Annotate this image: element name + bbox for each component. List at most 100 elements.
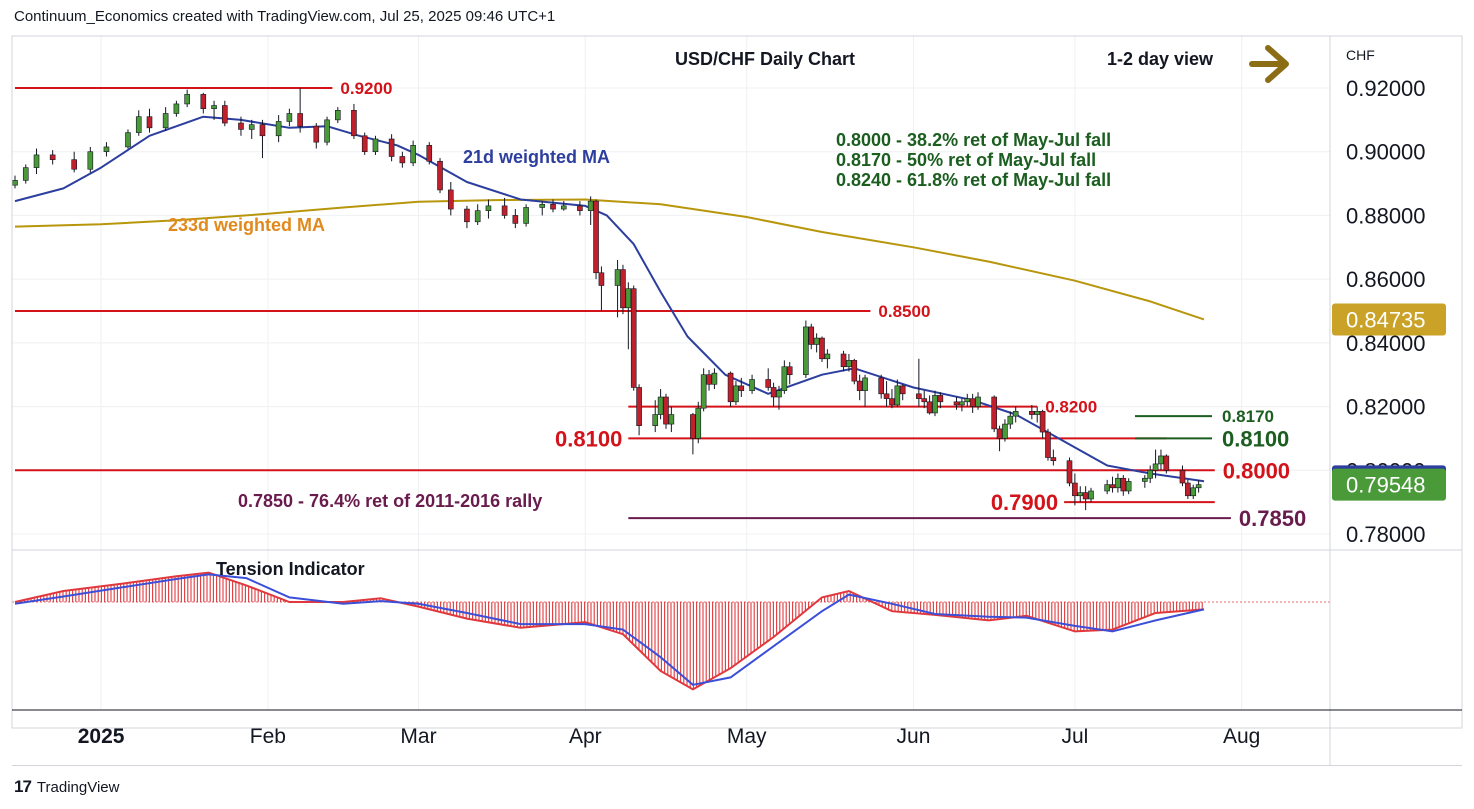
candle [636, 384, 642, 436]
candle [1088, 487, 1094, 503]
candle-body [1029, 411, 1035, 415]
candle [663, 393, 669, 429]
candle-body [1088, 490, 1094, 500]
candle [889, 389, 895, 409]
candle [964, 393, 971, 407]
candle [1109, 476, 1116, 493]
candle-body [87, 151, 94, 170]
chart-credit: Continuum_Economics created with Trading… [14, 8, 556, 25]
candle-body [840, 353, 847, 368]
candle [657, 389, 664, 420]
candle [824, 349, 831, 369]
candle [135, 110, 142, 136]
candle [275, 115, 282, 143]
candle-body [916, 393, 922, 399]
candle-body [959, 401, 965, 406]
candle-body [1002, 423, 1008, 439]
candle [706, 369, 712, 391]
candle [937, 392, 944, 409]
candle [894, 379, 901, 407]
candle-body [1185, 482, 1191, 497]
candle-body [749, 379, 755, 391]
candle-body [399, 156, 406, 164]
level-label: 0.7900 [991, 490, 1058, 515]
candle-body [770, 387, 777, 398]
candle-body [786, 366, 793, 376]
candle-body [12, 180, 18, 186]
candle [1115, 473, 1121, 493]
candle [1152, 449, 1159, 479]
candle [577, 201, 583, 216]
fib-annotation-1: 0.8000 - 38.2% ret of May-Jul fall [836, 130, 1111, 150]
candle [560, 201, 567, 211]
candle-body [146, 116, 153, 129]
candle [620, 264, 626, 315]
candle [372, 135, 379, 155]
candle-body [464, 208, 470, 223]
candle [840, 350, 847, 372]
candle-body [1077, 492, 1084, 497]
candle [593, 199, 599, 280]
candle [125, 129, 131, 149]
price-badge: 0.79548 [1332, 468, 1446, 501]
candle [765, 368, 772, 391]
candle [808, 323, 815, 350]
candle [426, 142, 433, 165]
candle [953, 397, 960, 410]
candle-body [706, 374, 712, 385]
candle-body [657, 396, 664, 415]
candle [819, 336, 825, 362]
candle [921, 390, 928, 409]
candle [1185, 479, 1191, 499]
candle [361, 132, 368, 155]
y-tick-label: 0.92000 [1346, 76, 1426, 101]
candle [1029, 404, 1035, 420]
tension-indicator-label: Tension Indicator [216, 559, 365, 579]
tradingview-logo-text: TradingView [36, 778, 120, 796]
candle [690, 412, 696, 455]
candle [1104, 479, 1110, 495]
candle [351, 103, 357, 139]
candle-body [1034, 411, 1041, 415]
candle [1179, 465, 1186, 487]
candle-body [883, 393, 890, 399]
candle-body [388, 138, 395, 157]
chart-title: USD/CHF Daily Chart [675, 49, 855, 69]
candle [248, 119, 255, 139]
candle-body [776, 390, 782, 398]
candle-body [297, 113, 303, 127]
candle-body [259, 124, 266, 137]
level-label: 0.8200 [1045, 398, 1097, 417]
candle [1158, 449, 1164, 471]
view-label: 1-2 day view [1107, 49, 1214, 69]
candle-body [1142, 477, 1148, 482]
price-badge-bg [1332, 303, 1446, 336]
candle-body [878, 377, 884, 395]
candle-body [969, 398, 976, 407]
candle [899, 384, 906, 401]
candle-body [598, 272, 605, 286]
candle-body [275, 121, 282, 137]
candle [12, 175, 18, 189]
candle-body [824, 353, 831, 360]
candle [410, 140, 416, 167]
candle-body [1163, 455, 1170, 471]
candle-body [856, 380, 863, 391]
candle [238, 116, 244, 136]
candle-body [668, 414, 675, 425]
candle-body [1152, 463, 1159, 471]
x-tick-label: May [727, 725, 767, 748]
candle-body [889, 398, 895, 406]
candle-body [1195, 484, 1202, 489]
candle-body [1007, 415, 1014, 425]
y-tick-label: 0.82000 [1346, 395, 1426, 420]
tradingview-logo[interactable]: 17 TradingView [14, 777, 119, 797]
candle [184, 89, 190, 108]
tension-signal-line [14, 573, 1205, 686]
candle-body [899, 385, 906, 395]
candle-body [173, 103, 180, 114]
ma233-line [14, 198, 1205, 321]
candle [803, 320, 809, 378]
candle-body [426, 145, 433, 162]
